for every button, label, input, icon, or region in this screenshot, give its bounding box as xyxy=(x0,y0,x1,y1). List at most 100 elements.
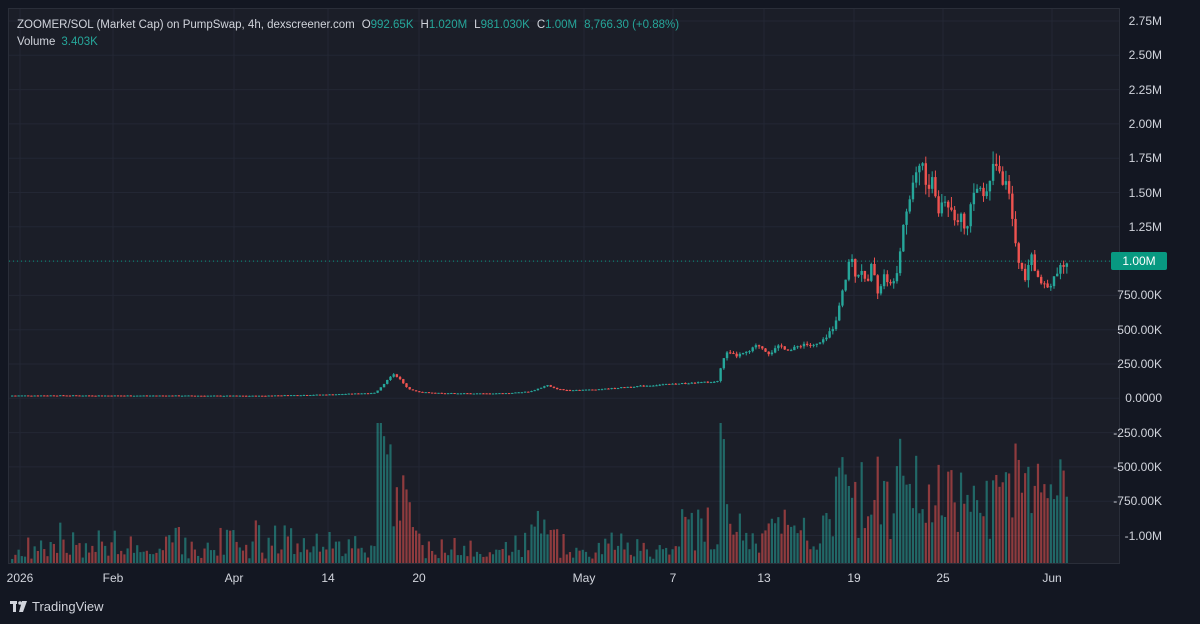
candle-body xyxy=(998,166,1001,172)
volume-bar xyxy=(629,554,632,563)
candle xyxy=(495,393,498,395)
volume-bar xyxy=(152,554,155,563)
x-tick-label: 2026 xyxy=(6,571,34,585)
volume-bar xyxy=(72,532,75,563)
candle-body xyxy=(850,258,854,262)
candle-body xyxy=(520,392,524,394)
candle xyxy=(1027,259,1030,288)
x-tick-label: 7 xyxy=(669,571,677,585)
candle xyxy=(113,395,116,397)
candle xyxy=(418,390,421,393)
candle-body xyxy=(328,394,331,396)
volume-bar xyxy=(796,533,799,563)
candle xyxy=(107,395,110,397)
volume-bar xyxy=(161,550,164,563)
volume-bar xyxy=(802,517,806,563)
candle xyxy=(91,395,94,397)
candle xyxy=(834,316,838,331)
candle-body xyxy=(995,163,998,167)
volume-bar xyxy=(81,557,84,563)
volume-bar xyxy=(447,555,450,563)
volume-bar xyxy=(225,529,229,563)
candle-body xyxy=(1001,171,1004,185)
candle xyxy=(209,395,213,397)
candle xyxy=(690,382,693,384)
candle-body xyxy=(729,352,732,354)
candle xyxy=(578,389,581,391)
volume-bar xyxy=(735,531,738,563)
volume-bar xyxy=(1001,482,1004,563)
volume-bar xyxy=(180,554,184,563)
volume-bar xyxy=(472,556,475,563)
candle xyxy=(23,395,27,397)
candle-body xyxy=(895,273,899,282)
candle-body xyxy=(27,395,30,397)
candle xyxy=(241,395,245,397)
candle-body xyxy=(17,395,20,397)
candle-body xyxy=(36,395,40,397)
volume-bar xyxy=(520,557,523,563)
candle-body xyxy=(732,352,735,354)
candle xyxy=(1043,281,1046,289)
candle-body xyxy=(123,395,126,397)
y-tick-label: 1.25M xyxy=(1128,219,1162,234)
candle-body xyxy=(507,393,511,395)
candle xyxy=(838,302,841,322)
open-label: O xyxy=(361,19,371,31)
tradingview-logo[interactable]: TradingView xyxy=(10,599,104,614)
candle xyxy=(713,381,716,383)
candle xyxy=(462,392,466,395)
candle xyxy=(998,155,1001,174)
candle xyxy=(87,395,91,397)
volume-bar xyxy=(241,550,245,563)
candle xyxy=(575,389,578,391)
symbol-title[interactable]: ZOOMER/SOL (Market Cap) on PumpSwap, 4h,… xyxy=(17,19,355,31)
candle-body xyxy=(1023,268,1027,281)
candle xyxy=(507,392,511,395)
candle xyxy=(75,395,78,397)
candle xyxy=(645,385,649,387)
candle xyxy=(261,395,264,397)
candle xyxy=(27,395,30,397)
candle xyxy=(475,393,479,395)
volume-bar xyxy=(30,558,33,563)
candle-body xyxy=(674,383,677,385)
volume-bar xyxy=(636,539,639,563)
volume-bar xyxy=(530,524,533,563)
candle xyxy=(52,395,56,397)
candle xyxy=(65,395,68,397)
volume-bar xyxy=(527,550,530,563)
candle-body xyxy=(930,177,934,189)
volume-bar xyxy=(722,439,725,563)
volume-bar xyxy=(100,541,104,563)
candle-body xyxy=(536,388,540,391)
candle xyxy=(450,392,453,395)
volume-bar xyxy=(277,553,280,563)
volume-bar xyxy=(931,522,934,563)
candle-body xyxy=(700,382,703,384)
candle xyxy=(680,382,684,385)
chart-plot-area[interactable] xyxy=(8,8,1120,564)
candle xyxy=(995,153,998,171)
volume-bar xyxy=(283,525,286,563)
volume-bar xyxy=(690,512,693,563)
candle-body xyxy=(687,383,690,385)
candle-body xyxy=(238,395,241,397)
candle xyxy=(501,393,504,395)
candle-body xyxy=(991,163,995,181)
candle xyxy=(174,395,177,397)
volume-bar xyxy=(39,540,43,563)
candle xyxy=(456,393,459,395)
candle xyxy=(1030,252,1033,272)
candle xyxy=(854,258,857,283)
volume-bar xyxy=(91,545,94,563)
volume-bar xyxy=(463,545,466,563)
volume-bar xyxy=(883,480,886,563)
volume-bar xyxy=(652,558,655,563)
volume-bar xyxy=(14,554,17,563)
volume-bar xyxy=(738,513,741,563)
candle xyxy=(972,183,976,211)
volume-bar xyxy=(943,516,947,563)
candle-body xyxy=(472,393,476,395)
